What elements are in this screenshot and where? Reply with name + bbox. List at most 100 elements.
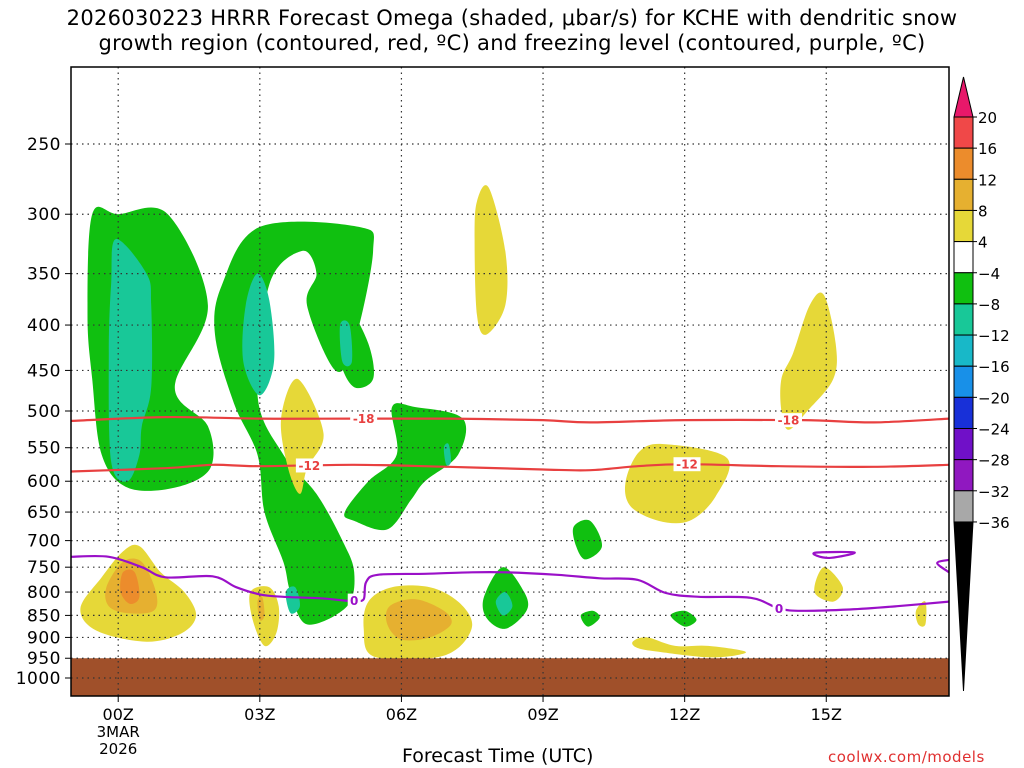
contour-0-4 <box>936 558 949 574</box>
omega-region-26 <box>814 567 844 602</box>
colorbar-label-3: 8 <box>978 202 988 220</box>
colorbar-bottom-arrow <box>953 521 974 692</box>
x-tick-label-06Z: 06Z <box>386 705 417 724</box>
contour-label-bg-1-0 <box>295 458 323 473</box>
contour-label-bg-0-0 <box>350 411 378 426</box>
contour-label-2-1: 0 <box>775 602 783 616</box>
omega-shading-layer <box>80 185 927 660</box>
omega-region-9 <box>443 443 452 466</box>
y-tick-label-750: 750 <box>27 558 61 578</box>
colorbar-label-2: 12 <box>978 171 997 189</box>
contour-label-1-1: -12 <box>676 458 698 472</box>
colorbar-label-4: 4 <box>978 234 988 252</box>
colorbar-box-4 <box>953 241 974 274</box>
colorbar-box-9 <box>953 396 974 430</box>
y-tick-label-350: 350 <box>27 265 61 285</box>
colorbar-top-arrow <box>953 76 974 118</box>
colorbar-box-8 <box>953 365 974 398</box>
colorbar-box-5 <box>953 272 974 305</box>
axis-layer: 2503003504004505005506006507007508008509… <box>16 135 842 758</box>
colorbar: 20 16 12 8 4 −4 −8 −12 −16 −20 −24 −28 −32 −36 <box>953 76 1010 692</box>
omega-region-27 <box>915 601 927 627</box>
colorbar-label-0: 20 <box>978 109 997 127</box>
y-tick-label-400: 400 <box>27 316 61 336</box>
omega-region-10 <box>474 185 508 335</box>
contour-layer: -18 -18 -12 -12 0 0 <box>71 411 949 616</box>
colorbar-box-3 <box>953 209 974 243</box>
chart-title-line-1: 2026030223 HRRR Forecast Omega (shaded, … <box>66 6 958 30</box>
y-tick-label-500: 500 <box>27 402 61 422</box>
omega-region-22 <box>624 443 730 524</box>
gridline-layer <box>71 67 949 696</box>
omega-region-5 <box>332 303 374 389</box>
colorbar-label-6: −8 <box>978 296 1000 314</box>
omega-region-19 <box>495 591 513 616</box>
colorbar-label-1: 16 <box>978 140 997 158</box>
contour-label-0-1: -18 <box>778 414 800 428</box>
plot-frame <box>70 66 950 697</box>
omega-region-20 <box>572 519 603 560</box>
omega-region-4 <box>285 586 301 614</box>
omega-region-6 <box>339 320 353 367</box>
contour--18-0 <box>71 415 949 424</box>
x-axis-title: Forecast Time (UTC) <box>402 745 594 767</box>
y-tick-label-900: 900 <box>27 628 61 648</box>
y-tick-label-800: 800 <box>27 583 61 603</box>
colorbar-box-0 <box>953 116 974 149</box>
contour-0-3 <box>812 550 856 560</box>
x-tick-label-03Z: 03Z <box>244 705 275 724</box>
chart-title-line-2: growth region (contoured, red, ºC) and f… <box>98 31 926 55</box>
colorbar-label-12: −32 <box>978 483 1010 501</box>
colorbar-box-1 <box>953 147 974 180</box>
ground-layer <box>71 658 949 696</box>
y-tick-label-600: 600 <box>27 472 61 492</box>
y-tick-label-850: 850 <box>27 606 61 626</box>
omega-region-21 <box>580 610 600 627</box>
omega-region-15 <box>257 596 265 621</box>
colorbar-label-5: −4 <box>978 265 1000 283</box>
omega-region-25 <box>780 292 837 430</box>
contour-label-bg-2-0 <box>347 593 361 608</box>
x-tick-label-00Z: 00Z <box>103 705 134 724</box>
colorbar-box-11 <box>953 459 974 492</box>
omega-region-23 <box>670 610 697 627</box>
y-tick-label-700: 700 <box>27 532 61 552</box>
colorbar-label-10: −24 <box>978 421 1010 439</box>
omega-region-1 <box>108 239 153 482</box>
y-tick-label-950: 950 <box>27 649 61 669</box>
colorbar-label-13: −36 <box>978 514 1010 532</box>
x-tick-label-12Z: 12Z <box>669 705 700 724</box>
colorbar-label-8: −16 <box>978 358 1010 376</box>
colorbar-label-11: −28 <box>978 452 1010 470</box>
contour-0-2 <box>71 554 949 612</box>
contour-label-1-0: -12 <box>299 459 321 473</box>
credit-link[interactable]: coolwx.com/models <box>828 748 985 766</box>
contour--12-1 <box>71 463 949 473</box>
colorbar-label-7: −12 <box>978 327 1010 345</box>
omega-region-13 <box>120 569 140 605</box>
y-tick-label-650: 650 <box>27 503 61 523</box>
contour-label-0-0: -18 <box>353 412 375 426</box>
y-tick-label-300: 300 <box>27 205 61 225</box>
omega-region-24 <box>632 637 747 658</box>
x-tick-label-15Z: 15Z <box>811 705 842 724</box>
y-tick-label-450: 450 <box>27 361 61 381</box>
colorbar-box-6 <box>953 303 974 336</box>
colorbar-box-7 <box>953 334 974 367</box>
contour-label-2-0: 0 <box>350 594 358 608</box>
chart-title: 2026030223 HRRR Forecast Omega (shaded, … <box>0 6 1024 56</box>
colorbar-box-10 <box>953 428 974 461</box>
colorbar-box-12 <box>953 490 974 523</box>
ground-fill <box>71 658 949 696</box>
y-tick-label-550: 550 <box>27 439 61 459</box>
contour-label-bg-1-1 <box>673 457 701 472</box>
colorbar-box-2 <box>953 178 974 211</box>
x-tick-sublabel-1: 2026 <box>99 740 137 758</box>
colorbar-label-9: −20 <box>978 389 1010 407</box>
contour-label-bg-0-1 <box>775 413 803 428</box>
y-tick-label-1000: 1000 <box>16 669 61 689</box>
omega-region-3 <box>242 273 275 396</box>
x-tick-sublabel-0: 3MAR <box>97 723 140 741</box>
contour-label-bg-2-1 <box>772 601 786 616</box>
